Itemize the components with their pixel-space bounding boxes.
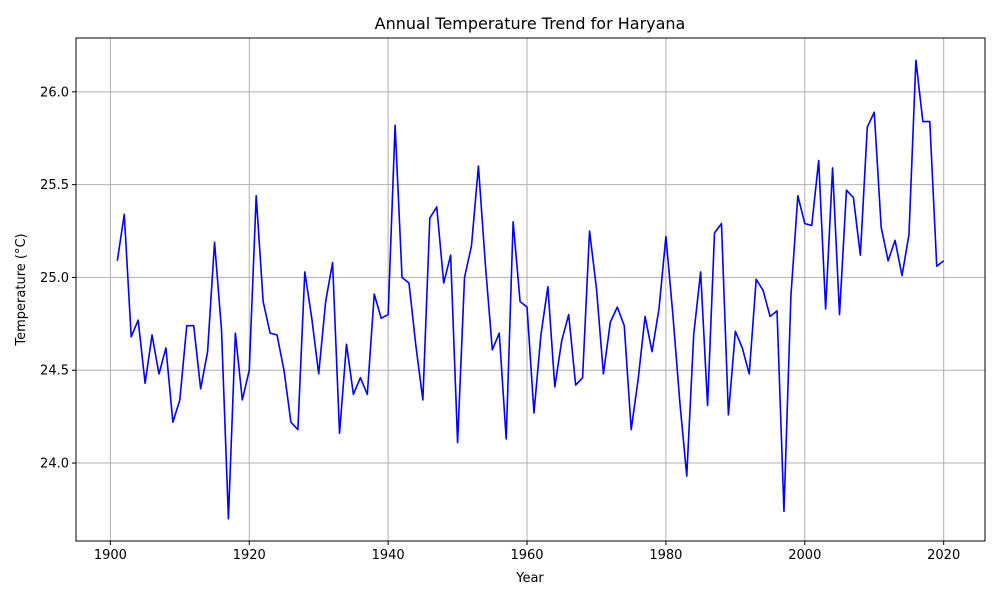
x-tick-label: 1980	[649, 548, 682, 563]
y-tick-label: 26.0	[40, 85, 69, 100]
y-axis-label: Temperature (°C)	[14, 233, 29, 346]
y-tick-label: 24.5	[40, 364, 69, 379]
x-tick-label: 1900	[94, 548, 127, 563]
x-tick-label: 1920	[233, 548, 266, 563]
temperature-series-line	[116, 59, 945, 520]
x-tick-label: 2000	[788, 548, 821, 563]
x-axis-label: Year	[515, 571, 544, 586]
x-tick-label: 1940	[372, 548, 405, 563]
y-tick-label: 25.0	[40, 271, 69, 286]
plot-area-frame	[75, 37, 986, 542]
x-axis: 1900 1920 1940 1960 1980 2000 2020	[94, 541, 960, 563]
y-tick-label: 25.5	[40, 178, 69, 193]
x-tick-label: 1960	[510, 548, 543, 563]
series-layer	[116, 59, 945, 520]
x-tick-label: 2020	[927, 548, 960, 563]
chart-title: Annual Temperature Trend for Haryana	[375, 14, 686, 33]
y-tick-label: 24.0	[40, 457, 69, 472]
y-axis: 24.0 24.5 25.0 25.5 26.0	[40, 85, 76, 472]
